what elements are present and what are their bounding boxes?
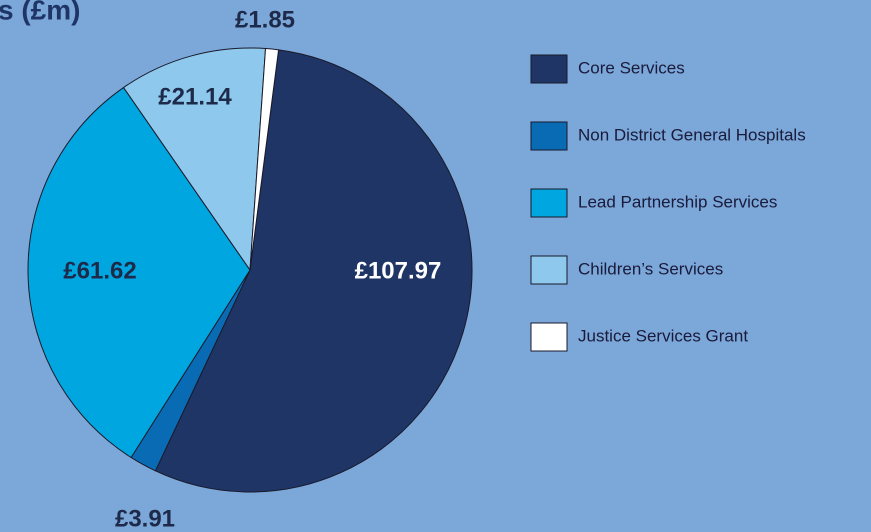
- legend-label: Children’s Services: [578, 259, 723, 278]
- legend-label: Justice Services Grant: [578, 326, 748, 345]
- pie-slice: [27, 86, 251, 459]
- legend-swatch: [530, 322, 568, 352]
- legend-swatch: [530, 54, 568, 84]
- pie-slice: [249, 48, 280, 271]
- data-label: £61.62: [63, 257, 136, 284]
- legend-swatch: [530, 255, 568, 285]
- data-label: £1.85: [235, 6, 295, 33]
- legend-label: Non District General Hospitals: [578, 125, 806, 144]
- legend-swatch: [530, 121, 568, 151]
- data-label: £107.97: [355, 257, 442, 284]
- data-label: £3.91: [115, 505, 175, 532]
- data-label: £21.14: [158, 83, 232, 110]
- chart-title: s (£m): [0, 0, 80, 25]
- pie-slice: [122, 47, 267, 272]
- legend-label: Lead Partnership Services: [578, 192, 777, 211]
- legend-label: Core Services: [578, 58, 685, 77]
- pie-slice: [154, 49, 473, 493]
- legend-swatch: [530, 188, 568, 218]
